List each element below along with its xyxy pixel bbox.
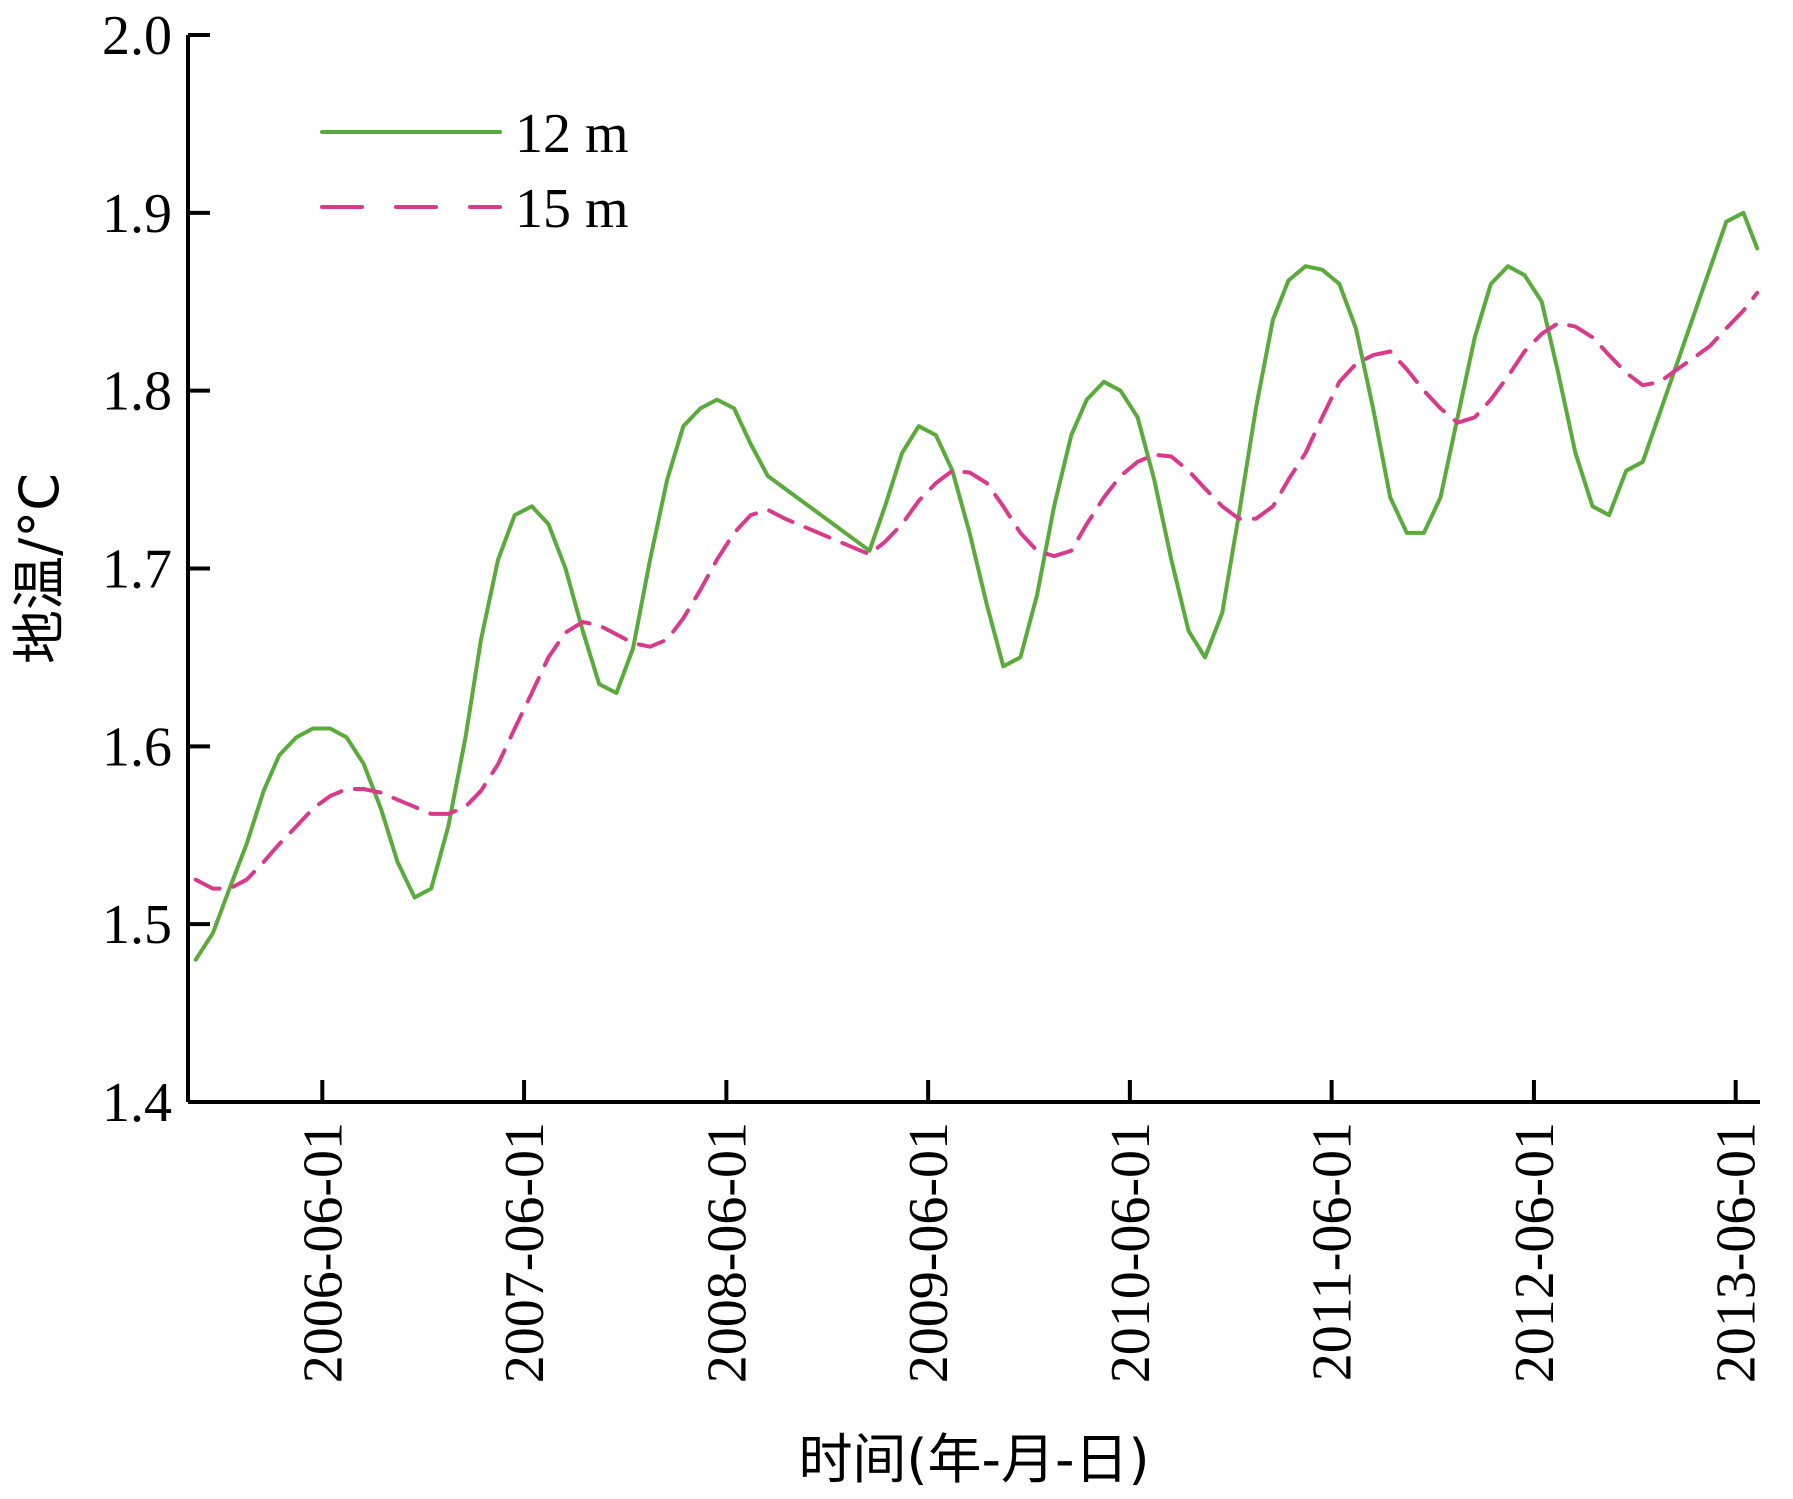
x-tick-label: 2012-06-01 bbox=[1504, 1122, 1566, 1383]
legend-label-15m: 15 m bbox=[515, 178, 629, 240]
y-tick-label: 1.4 bbox=[102, 1072, 172, 1134]
series-layer bbox=[193, 210, 1760, 962]
legend: 12 m 15 m bbox=[320, 103, 629, 240]
x-tick-label: 2010-06-01 bbox=[1100, 1122, 1162, 1383]
x-tick-label: 2008-06-01 bbox=[696, 1122, 758, 1383]
x-tick-label: 2007-06-01 bbox=[494, 1122, 556, 1383]
y-tick-label: 1.5 bbox=[102, 894, 172, 956]
series-line-15m bbox=[193, 290, 1760, 891]
y-tick-label: 1.7 bbox=[102, 539, 172, 601]
x-ticks: 2006-06-01 2007-06-01 2008-06-01 2009-06-01… bbox=[292, 1080, 1768, 1383]
x-axis-title: 时间(年-月-日) bbox=[798, 1428, 1149, 1491]
x-tick-label: 2011-06-01 bbox=[1302, 1122, 1364, 1381]
axes bbox=[186, 35, 1760, 1104]
y-tick-label: 1.8 bbox=[102, 361, 172, 423]
y-ticks: 1.4 1.5 1.6 1.7 1.8 1.9 2.0 bbox=[102, 5, 210, 1134]
y-tick-label: 2.0 bbox=[102, 5, 172, 67]
y-tick-label: 1.6 bbox=[102, 716, 172, 778]
legend-label-12m: 12 m bbox=[515, 103, 629, 165]
y-tick-label: 1.9 bbox=[102, 183, 172, 245]
series-line-12m bbox=[193, 210, 1760, 962]
x-tick-label: 2006-06-01 bbox=[292, 1122, 354, 1383]
x-tick-label: 2009-06-01 bbox=[898, 1122, 960, 1383]
x-tick-label: 2013-06-01 bbox=[1706, 1122, 1768, 1383]
y-axis-title: 地温/°C bbox=[8, 473, 71, 664]
